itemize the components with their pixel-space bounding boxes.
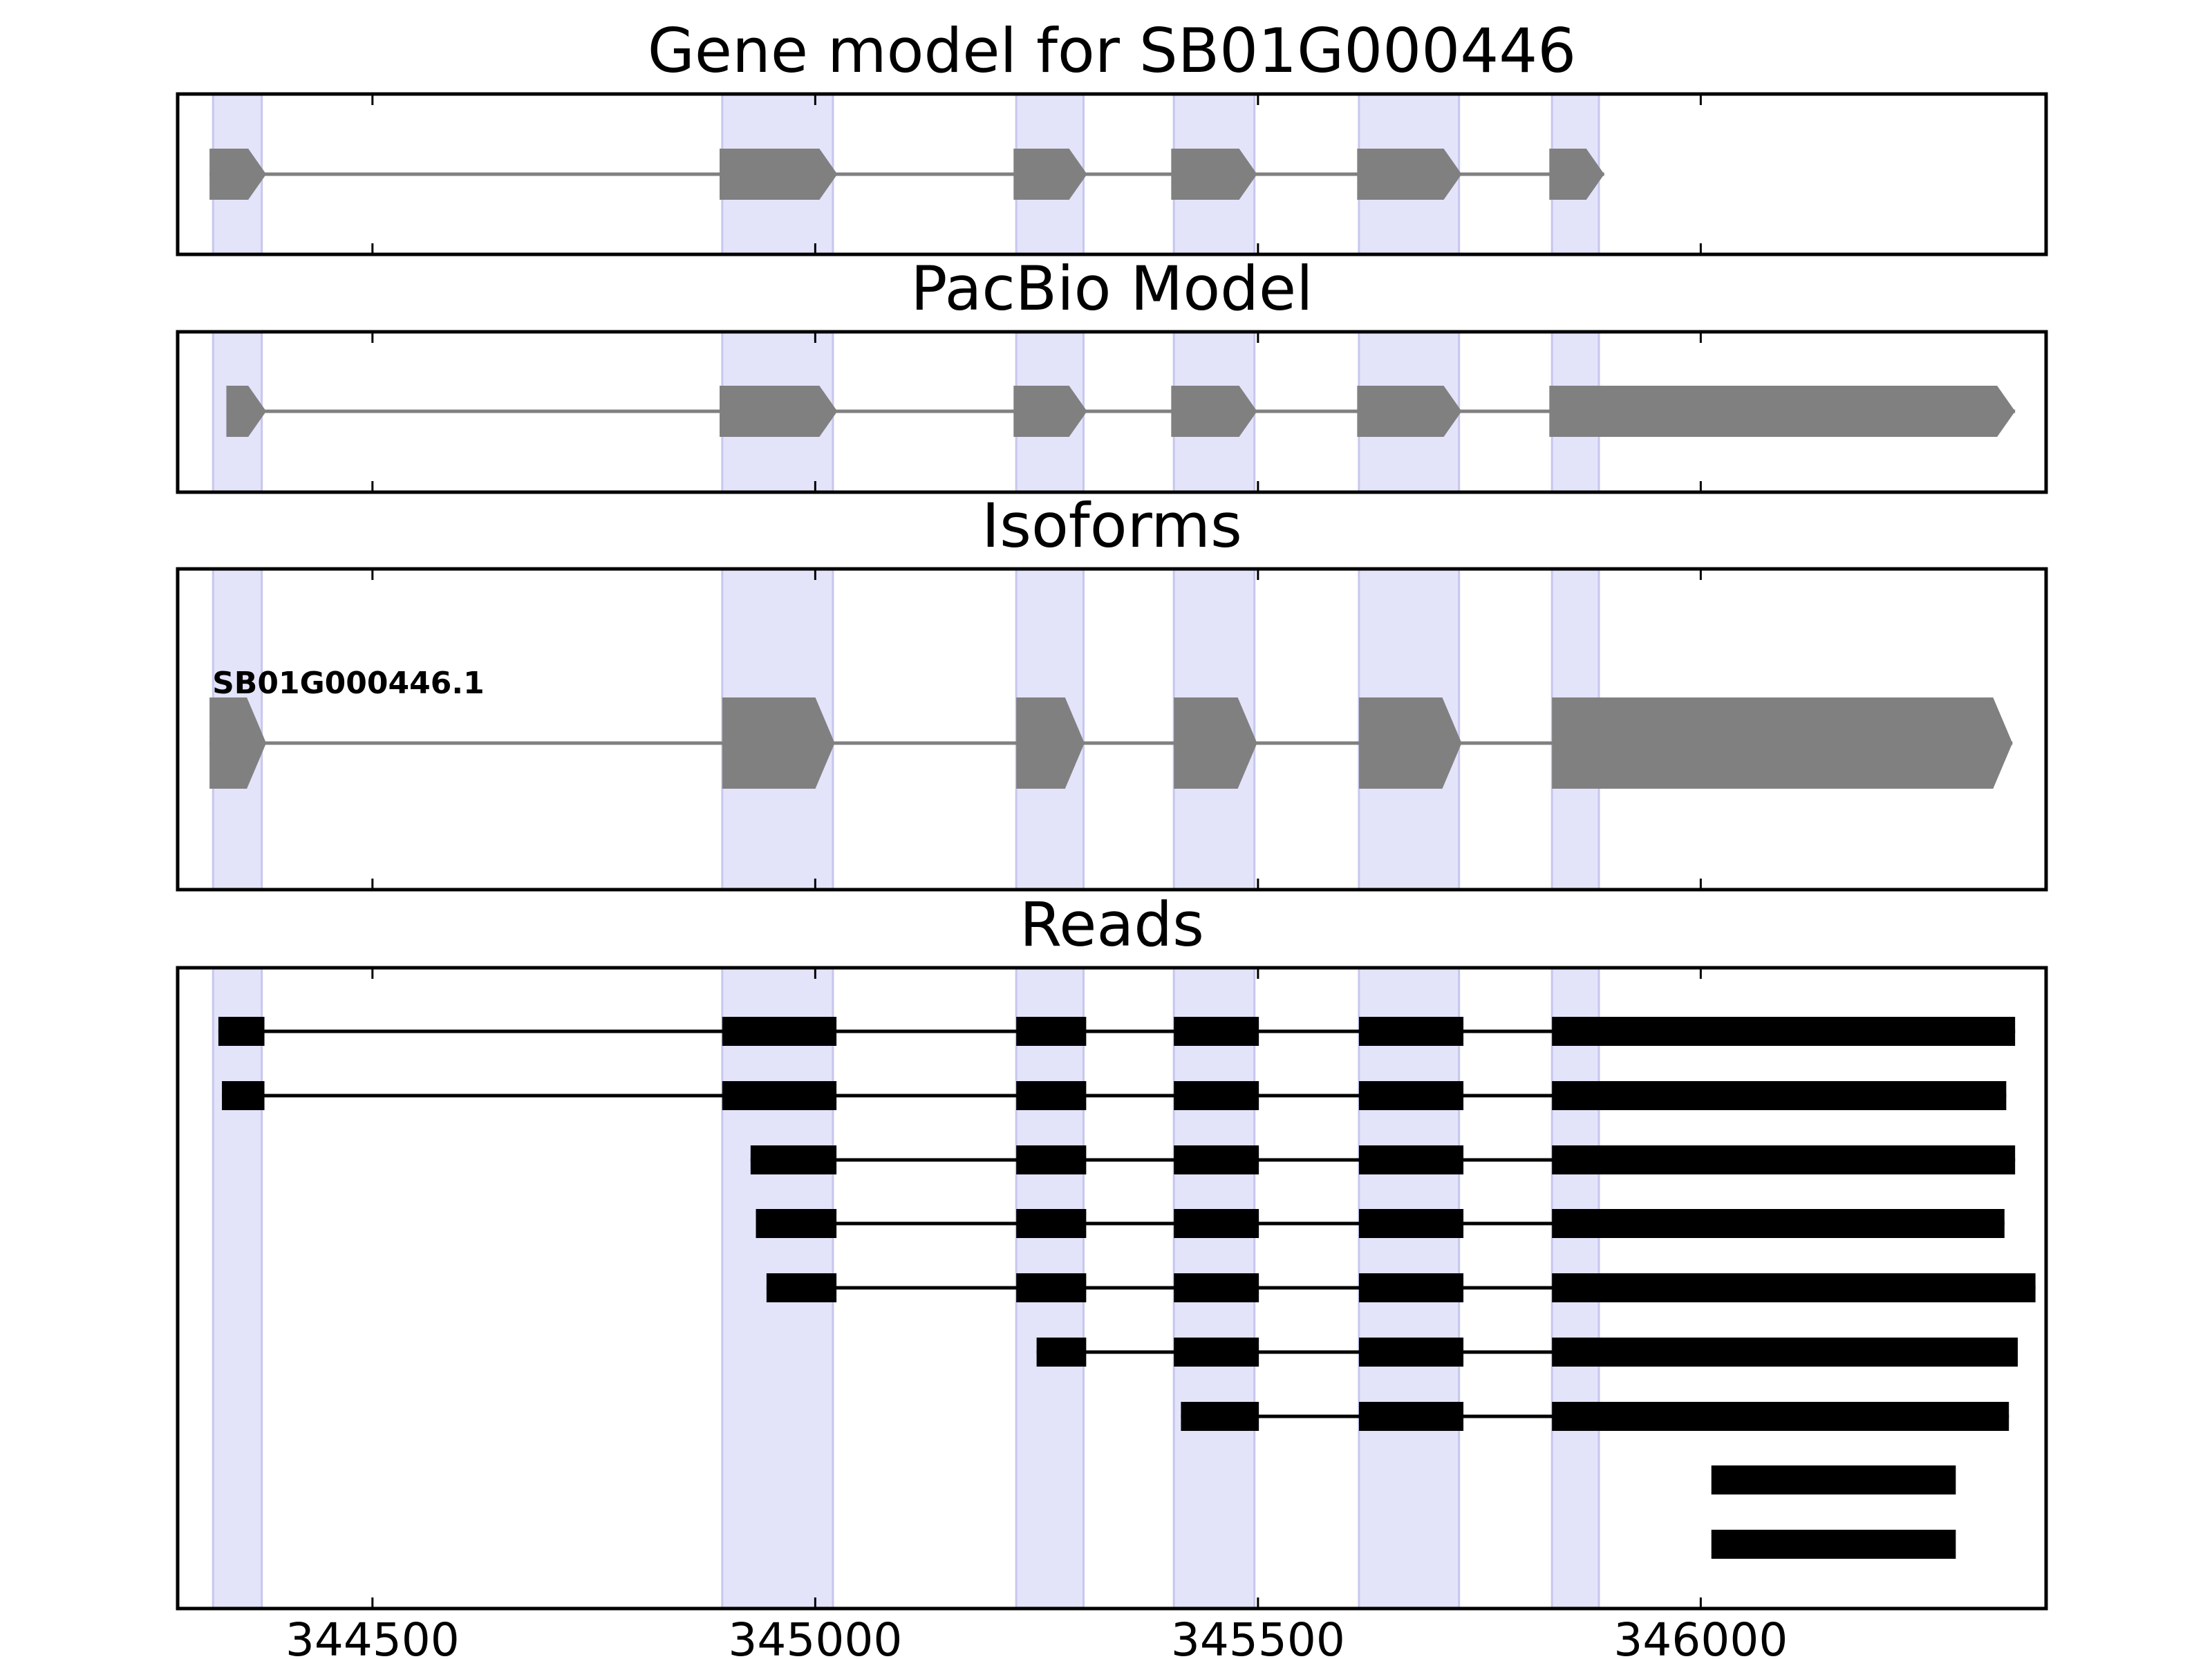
read-block-2 xyxy=(1016,1145,1087,1174)
model-exon-5 xyxy=(1357,149,1462,200)
read-block-1 xyxy=(1711,1530,1956,1559)
panel-3: Isoforms SB01G000446.1 xyxy=(176,490,2048,892)
read-9 xyxy=(1711,1530,1956,1559)
read-block-2 xyxy=(1358,1402,1464,1431)
panel-title: Isoforms xyxy=(982,490,1242,561)
read-4 xyxy=(756,1209,2005,1238)
read-block-6 xyxy=(1552,1017,2016,1046)
panel-frame xyxy=(176,330,2048,494)
panel-2: PacBio Model xyxy=(176,253,2048,494)
read-block-4 xyxy=(1174,1081,1259,1110)
panel-title: Gene model for SB01G000446 xyxy=(648,15,1577,86)
read-block-4 xyxy=(1174,1017,1259,1046)
read-6 xyxy=(1036,1338,2018,1367)
read-block-1 xyxy=(218,1017,265,1046)
read-block-1 xyxy=(750,1145,837,1174)
read-2 xyxy=(222,1081,2007,1110)
isoform-1-exon-6 xyxy=(1552,697,2013,789)
read-block-3 xyxy=(1174,1145,1259,1174)
model-exon-3 xyxy=(1013,386,1087,437)
panels: Gene model for SB01G000446 PacBio Model Is… xyxy=(176,15,2048,1611)
read-block-2 xyxy=(722,1081,837,1110)
panel-ticks xyxy=(371,569,1702,890)
panel-4: Reads xyxy=(176,889,2048,1611)
read-block-6 xyxy=(1552,1081,2007,1110)
read-block-2 xyxy=(1174,1338,1259,1367)
read-block-4 xyxy=(1552,1338,2018,1367)
read-block-4 xyxy=(1358,1209,1464,1238)
panel-title: Reads xyxy=(1020,889,1204,960)
isoform-label: SB01G000446.1 xyxy=(212,666,485,701)
isoform-1-exon-3 xyxy=(1016,697,1085,789)
read-block-1 xyxy=(766,1273,837,1302)
panel-frame xyxy=(176,567,2048,892)
model-exon-5 xyxy=(1357,386,1462,437)
isoform-1-exon-4 xyxy=(1174,697,1257,789)
read-block-5 xyxy=(1358,1017,1464,1046)
read-1 xyxy=(218,1017,2016,1046)
read-block-4 xyxy=(1358,1145,1464,1174)
read-block-2 xyxy=(1016,1273,1087,1302)
panel-ticks xyxy=(371,968,1702,1609)
read-block-2 xyxy=(722,1017,837,1046)
read-5 xyxy=(766,1273,2036,1302)
read-3 xyxy=(750,1145,2016,1174)
model-exon-4 xyxy=(1171,386,1257,437)
model-exon-1 xyxy=(209,149,267,200)
model-exon-4 xyxy=(1171,149,1257,200)
read-block-3 xyxy=(1358,1338,1464,1367)
panel-frame xyxy=(176,92,2048,256)
read-block-5 xyxy=(1552,1273,2036,1302)
model-exon-2 xyxy=(719,386,838,437)
panel-title: PacBio Model xyxy=(910,253,1313,324)
x-axis: 344500 345000 345500 346000 xyxy=(285,1613,1788,1659)
read-block-1 xyxy=(1181,1402,1259,1431)
isoform-1-exon-1 xyxy=(209,697,267,789)
model-exon-1 xyxy=(226,386,267,437)
model-exon-3 xyxy=(1013,149,1087,200)
read-8 xyxy=(1711,1465,1956,1494)
isoform-1-exon-2 xyxy=(722,697,835,789)
isoform-1-exon-5 xyxy=(1358,697,1462,789)
read-block-1 xyxy=(756,1209,837,1238)
model-exon-2 xyxy=(719,149,838,200)
read-block-2 xyxy=(1016,1209,1087,1238)
panel-ticks xyxy=(371,94,1702,254)
panel-1: Gene model for SB01G000446 xyxy=(176,15,2048,256)
x-tick-label: 345500 xyxy=(1171,1613,1345,1659)
read-block-5 xyxy=(1358,1081,1464,1110)
read-block-1 xyxy=(1036,1338,1087,1367)
x-tick-label: 345000 xyxy=(728,1613,902,1659)
read-block-3 xyxy=(1174,1273,1259,1302)
model-exon-6 xyxy=(1549,386,2016,437)
read-block-3 xyxy=(1174,1209,1259,1238)
highlight-region-1 xyxy=(212,966,263,1610)
read-block-5 xyxy=(1552,1209,2005,1238)
read-block-3 xyxy=(1016,1081,1087,1110)
read-block-5 xyxy=(1552,1145,2016,1174)
panel-ticks xyxy=(371,332,1702,492)
model-exon-6 xyxy=(1549,149,1604,200)
read-7 xyxy=(1181,1402,2009,1431)
read-block-4 xyxy=(1358,1273,1464,1302)
x-tick-label: 346000 xyxy=(1613,1613,1788,1659)
read-block-1 xyxy=(222,1081,265,1110)
read-block-3 xyxy=(1552,1402,2009,1431)
read-block-1 xyxy=(1711,1465,1956,1494)
x-tick-label: 344500 xyxy=(285,1613,460,1659)
panel-frame xyxy=(176,966,2048,1611)
read-block-3 xyxy=(1016,1017,1087,1046)
